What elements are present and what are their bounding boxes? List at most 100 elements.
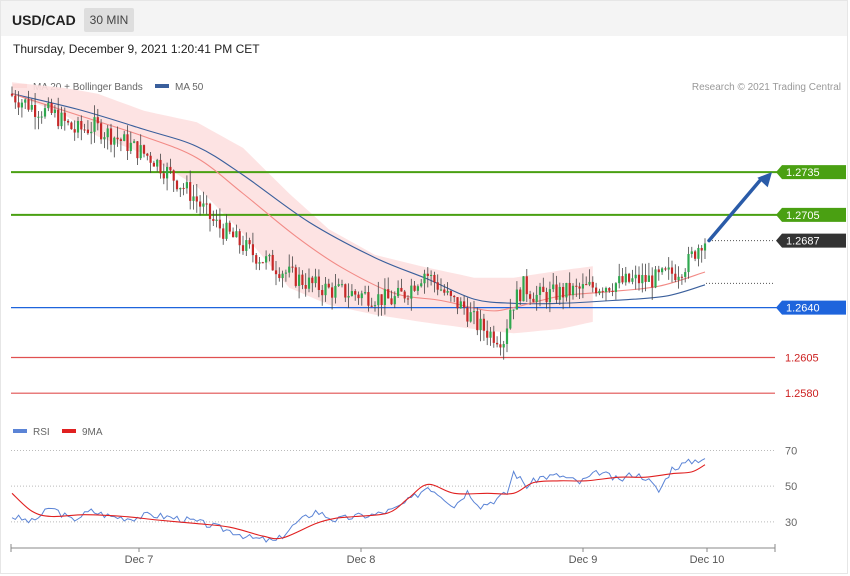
candle bbox=[433, 271, 436, 293]
candle-body bbox=[512, 309, 515, 311]
candle-body bbox=[73, 129, 76, 133]
candle-body bbox=[664, 268, 667, 270]
candle-body bbox=[166, 166, 169, 179]
candle bbox=[393, 291, 396, 309]
badge-label: 1.2640 bbox=[786, 303, 820, 315]
candle bbox=[331, 282, 334, 310]
candle bbox=[83, 123, 86, 134]
candle-body bbox=[565, 282, 568, 298]
candle-body bbox=[360, 293, 363, 299]
candle-body bbox=[57, 109, 60, 127]
candle-body bbox=[482, 318, 485, 331]
candle bbox=[63, 107, 66, 131]
candle bbox=[489, 327, 492, 346]
candle-body bbox=[390, 298, 393, 305]
candle-body bbox=[126, 134, 129, 152]
candle bbox=[255, 252, 258, 270]
rsi-panel: 70 50 30 bbox=[11, 445, 797, 543]
candle bbox=[459, 297, 462, 309]
candle bbox=[156, 158, 159, 172]
candle-body bbox=[661, 268, 664, 273]
candle bbox=[304, 273, 307, 297]
candle bbox=[538, 282, 542, 307]
candle bbox=[562, 282, 565, 310]
candle-body bbox=[123, 134, 126, 141]
chart-header: USD/CAD 30 MIN bbox=[0, 0, 848, 36]
candle-body bbox=[109, 128, 113, 145]
candle-body bbox=[291, 266, 294, 268]
candle-body bbox=[604, 288, 608, 292]
candle-body bbox=[657, 269, 660, 273]
candle-body bbox=[697, 247, 700, 259]
candle-body bbox=[195, 196, 198, 202]
candle bbox=[512, 309, 515, 320]
candle bbox=[179, 187, 182, 197]
candle-body bbox=[129, 142, 132, 152]
arrow-head bbox=[757, 172, 772, 188]
rsi-ma9-line bbox=[11, 464, 706, 540]
candle-body bbox=[241, 245, 245, 251]
candle bbox=[618, 263, 621, 289]
candle bbox=[604, 286, 608, 301]
level-badges: 1.2735 1.2705 1.2687 1.2640 bbox=[776, 165, 846, 315]
candle-body bbox=[684, 272, 687, 277]
candle bbox=[205, 195, 208, 215]
candle bbox=[479, 309, 482, 342]
candle bbox=[416, 284, 419, 296]
candle-body bbox=[37, 116, 40, 118]
candle bbox=[651, 267, 654, 300]
candle-body bbox=[83, 129, 86, 131]
candle-body bbox=[354, 291, 357, 295]
candle bbox=[647, 262, 650, 282]
candle-body bbox=[80, 120, 83, 130]
candle-body bbox=[248, 240, 251, 245]
candle-body bbox=[463, 301, 466, 308]
candle bbox=[661, 267, 664, 275]
candle bbox=[281, 270, 284, 288]
candles bbox=[10, 86, 707, 360]
candle bbox=[354, 289, 357, 301]
candle bbox=[555, 275, 558, 304]
candle-body bbox=[301, 274, 304, 285]
candle-body bbox=[558, 286, 561, 300]
candle bbox=[360, 290, 363, 306]
candle-body bbox=[598, 290, 601, 294]
candle-body bbox=[40, 116, 43, 118]
candle-body bbox=[307, 277, 311, 289]
candle bbox=[317, 269, 320, 298]
candle-body bbox=[674, 273, 677, 281]
timeframe-button[interactable]: 30 MIN bbox=[84, 8, 134, 32]
badge-shape bbox=[776, 207, 846, 222]
candle-body bbox=[479, 318, 482, 331]
candle bbox=[397, 280, 400, 298]
candle-body bbox=[631, 278, 634, 282]
candle-body bbox=[548, 289, 551, 303]
candle bbox=[175, 179, 179, 192]
candle-body bbox=[255, 255, 258, 264]
candle-body bbox=[314, 276, 317, 284]
candle-body bbox=[53, 109, 56, 113]
x-tick-label: Dec 10 bbox=[690, 554, 725, 566]
candle bbox=[146, 152, 149, 161]
candle-body bbox=[43, 108, 47, 117]
candle bbox=[139, 134, 142, 161]
candle bbox=[621, 267, 624, 285]
candle bbox=[634, 265, 637, 290]
candle bbox=[664, 266, 667, 272]
candle bbox=[482, 313, 485, 341]
candle bbox=[57, 97, 60, 130]
candle bbox=[406, 295, 410, 306]
candle-body bbox=[486, 330, 489, 338]
candle bbox=[522, 276, 525, 302]
forecast-arrow bbox=[707, 172, 772, 243]
candle-body bbox=[149, 155, 152, 163]
candle-body bbox=[67, 120, 70, 123]
candle bbox=[585, 276, 588, 286]
candle-body bbox=[538, 286, 542, 295]
credit-label: Research © 2021 Trading Central bbox=[692, 82, 841, 93]
candle-body bbox=[60, 112, 63, 127]
candle-body bbox=[265, 256, 268, 263]
candle-body bbox=[466, 307, 469, 322]
bollinger-band-area bbox=[12, 82, 593, 334]
candle-body bbox=[278, 274, 281, 279]
